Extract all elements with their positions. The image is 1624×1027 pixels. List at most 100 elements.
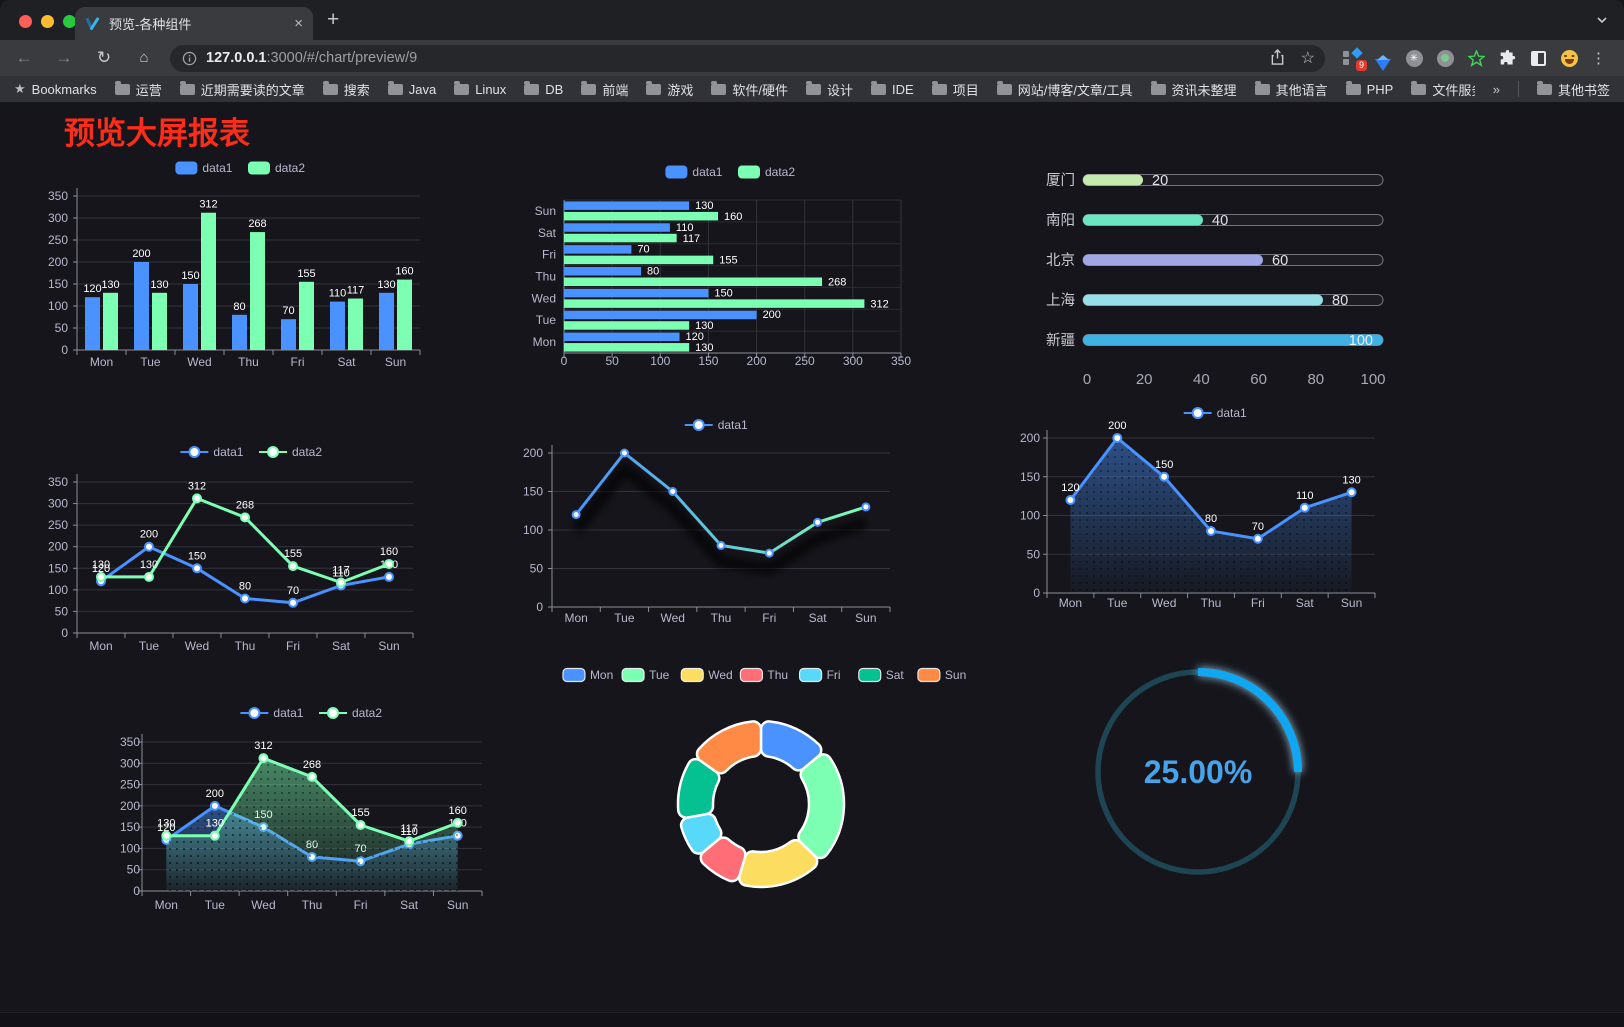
extension-asterisk-icon[interactable]: ✳: [1405, 49, 1423, 67]
browser-menu-icon[interactable]: ⋮: [1591, 50, 1606, 67]
tab-search-chevron-icon[interactable]: [1596, 16, 1608, 24]
svg-text:Wed: Wed: [251, 898, 275, 912]
chart-legend[interactable]: Mon Tue Wed Thu Fri Sat Sun: [562, 667, 966, 683]
svg-text:Thu: Thu: [302, 898, 323, 912]
bookmarks-overflow-chevron[interactable]: »: [1492, 81, 1500, 97]
chart-line-two-series[interactable]: 0 50 100 150 200 250 300 350 Mon Tue Wed Thu Fri Sat S…: [48, 445, 414, 653]
chart-progress-bars[interactable]: 厦门 20 南阳 40 北京 60 上海 80 新疆 100 0 20 40 60 80 100: [1046, 172, 1386, 388]
chart-legend[interactable]: data1: [1183, 406, 1247, 420]
chart-legend[interactable]: data1 data2: [240, 706, 382, 720]
svg-text:0: 0: [536, 600, 543, 614]
chart-gauge[interactable]: 25.00%: [1095, 668, 1302, 875]
tab-close-icon[interactable]: ×: [294, 15, 303, 32]
extension-dot-icon[interactable]: [1436, 49, 1454, 67]
svg-text:Tue: Tue: [614, 611, 635, 625]
svg-text:200: 200: [206, 788, 224, 800]
address-bar[interactable]: 127.0.0.1:3000/#/chart/preview/9 ☆: [170, 44, 1325, 72]
svg-text:150: 150: [120, 820, 140, 834]
svg-text:Fri: Fri: [762, 611, 776, 625]
svg-text:Wed: Wed: [185, 639, 209, 653]
new-tab-button[interactable]: +: [327, 8, 340, 31]
bookmark-item[interactable]: PHP: [1345, 80, 1393, 97]
profile-avatar[interactable]: [1560, 49, 1578, 67]
bookmark-item[interactable]: DB: [524, 80, 563, 97]
site-info-icon[interactable]: [182, 51, 197, 66]
bookmark-star-icon[interactable]: ☆: [1300, 49, 1315, 67]
svg-text:110: 110: [329, 288, 347, 300]
chart-legend[interactable]: data1: [684, 418, 748, 432]
chart-legend[interactable]: data1 data2: [180, 445, 322, 459]
svg-text:上海: 上海: [1046, 292, 1075, 309]
other-bookmarks[interactable]: 其他书签: [1536, 80, 1610, 99]
folder-icon: [1150, 80, 1166, 95]
bookmark-item[interactable]: IDE: [871, 80, 914, 97]
svg-text:130: 130: [695, 200, 713, 212]
svg-text:200: 200: [132, 248, 150, 260]
share-icon[interactable]: [1270, 49, 1285, 66]
chart-area-two-series[interactable]: 0 50 100 150 200 250 300 350 Mon Tue Wed Thu Fri Sat S…: [120, 706, 483, 912]
donut-slice-Wed: [737, 838, 819, 889]
svg-text:130: 130: [140, 559, 158, 571]
svg-text:data1: data1: [213, 445, 243, 459]
chart-legend[interactable]: data1 data2: [175, 161, 305, 175]
svg-text:0: 0: [561, 354, 568, 368]
svg-text:25.00%: 25.00%: [1144, 754, 1253, 790]
bookmark-item[interactable]: 资讯未整理: [1150, 80, 1237, 99]
home-button[interactable]: ⌂: [139, 49, 149, 66]
bookmark-item[interactable]: 其他语言: [1254, 80, 1328, 99]
bookmark-item[interactable]: 运营: [114, 80, 162, 99]
tab-title: 预览-各种组件: [109, 17, 192, 32]
bookmark-item[interactable]: 前端: [581, 80, 628, 99]
svg-text:250: 250: [120, 778, 140, 792]
bookmark-item[interactable]: 文件服务器: [1411, 80, 1475, 99]
chart-legend[interactable]: data1 data2: [665, 165, 795, 179]
svg-text:Thu: Thu: [711, 611, 732, 625]
bookmark-item[interactable]: 搜索: [322, 80, 370, 99]
svg-text:150: 150: [48, 277, 68, 291]
svg-text:300: 300: [843, 354, 863, 368]
dark-mode-extension-icon[interactable]: [1529, 49, 1547, 67]
chart-line-gradient[interactable]: 0 50 100 150 200 Mon Tue Wed Thu Fri Sat Sun data1: [523, 418, 891, 625]
forward-button[interactable]: →: [55, 48, 73, 67]
svg-text:110: 110: [400, 826, 418, 838]
svg-text:Fri: Fri: [827, 668, 841, 682]
folder-icon: [1345, 80, 1361, 95]
extension-star-icon[interactable]: [1467, 49, 1485, 67]
reload-button[interactable]: ↻: [96, 48, 112, 67]
extension-grid-icon[interactable]: 9: [1343, 47, 1367, 71]
browser-tab[interactable]: 预览-各种组件 ×: [75, 7, 313, 40]
svg-text:50: 50: [605, 354, 619, 368]
back-button[interactable]: ←: [15, 48, 33, 67]
minimize-window-button[interactable]: [41, 15, 54, 28]
chart-donut[interactable]: Mon Tue Wed Thu Fri Sat Sun: [562, 667, 966, 889]
bookmark-item[interactable]: 网站/博客/文章/工具: [996, 80, 1133, 99]
svg-text:120: 120: [92, 563, 110, 575]
bookmark-item[interactable]: 项目: [931, 80, 979, 99]
bookmark-item[interactable]: 设计: [806, 80, 853, 99]
svg-text:Mon: Mon: [90, 355, 113, 369]
folder-icon: [931, 80, 947, 95]
svg-text:150: 150: [714, 287, 732, 299]
svg-text:350: 350: [120, 735, 140, 749]
bookmark-item[interactable]: 软件/硬件: [711, 80, 788, 99]
svg-text:新疆: 新疆: [1046, 332, 1075, 349]
bookmark-item[interactable]: 游戏: [646, 80, 693, 99]
svg-text:100: 100: [523, 523, 543, 537]
url-path: :3000/#/chart/preview/9: [266, 50, 418, 66]
bookmark-item[interactable]: Java: [387, 80, 436, 97]
bookmark-items: 运营 近期需要读的文章 搜索 Java Linux DB 前端 游戏 软件/硬件 设计 IDE 项目网…: [114, 80, 1475, 99]
svg-text:120: 120: [83, 283, 101, 295]
bookmark-item[interactable]: Linux: [454, 80, 506, 97]
bookmarks-manager[interactable]: ★ Bookmarks: [14, 81, 97, 97]
chart-bar-grouped[interactable]: 0 50 100 150 200 250 300 350 Mon Tue Wed Thu Fri Sat S…: [48, 161, 421, 369]
chart-area-single[interactable]: 0 50 100 150 200 Mon Tue Wed Thu Fri Sat Sun 120 200 1…: [1020, 406, 1376, 610]
svg-text:Mon: Mon: [533, 335, 556, 349]
bookmark-item[interactable]: 近期需要读的文章: [179, 80, 305, 99]
extension-gem-icon[interactable]: [1374, 49, 1392, 71]
extensions-puzzle-icon[interactable]: [1498, 49, 1516, 67]
zoom-window-button[interactable]: [63, 15, 76, 28]
close-window-button[interactable]: [19, 15, 32, 28]
bookmarks-star-icon: ★: [14, 81, 26, 96]
